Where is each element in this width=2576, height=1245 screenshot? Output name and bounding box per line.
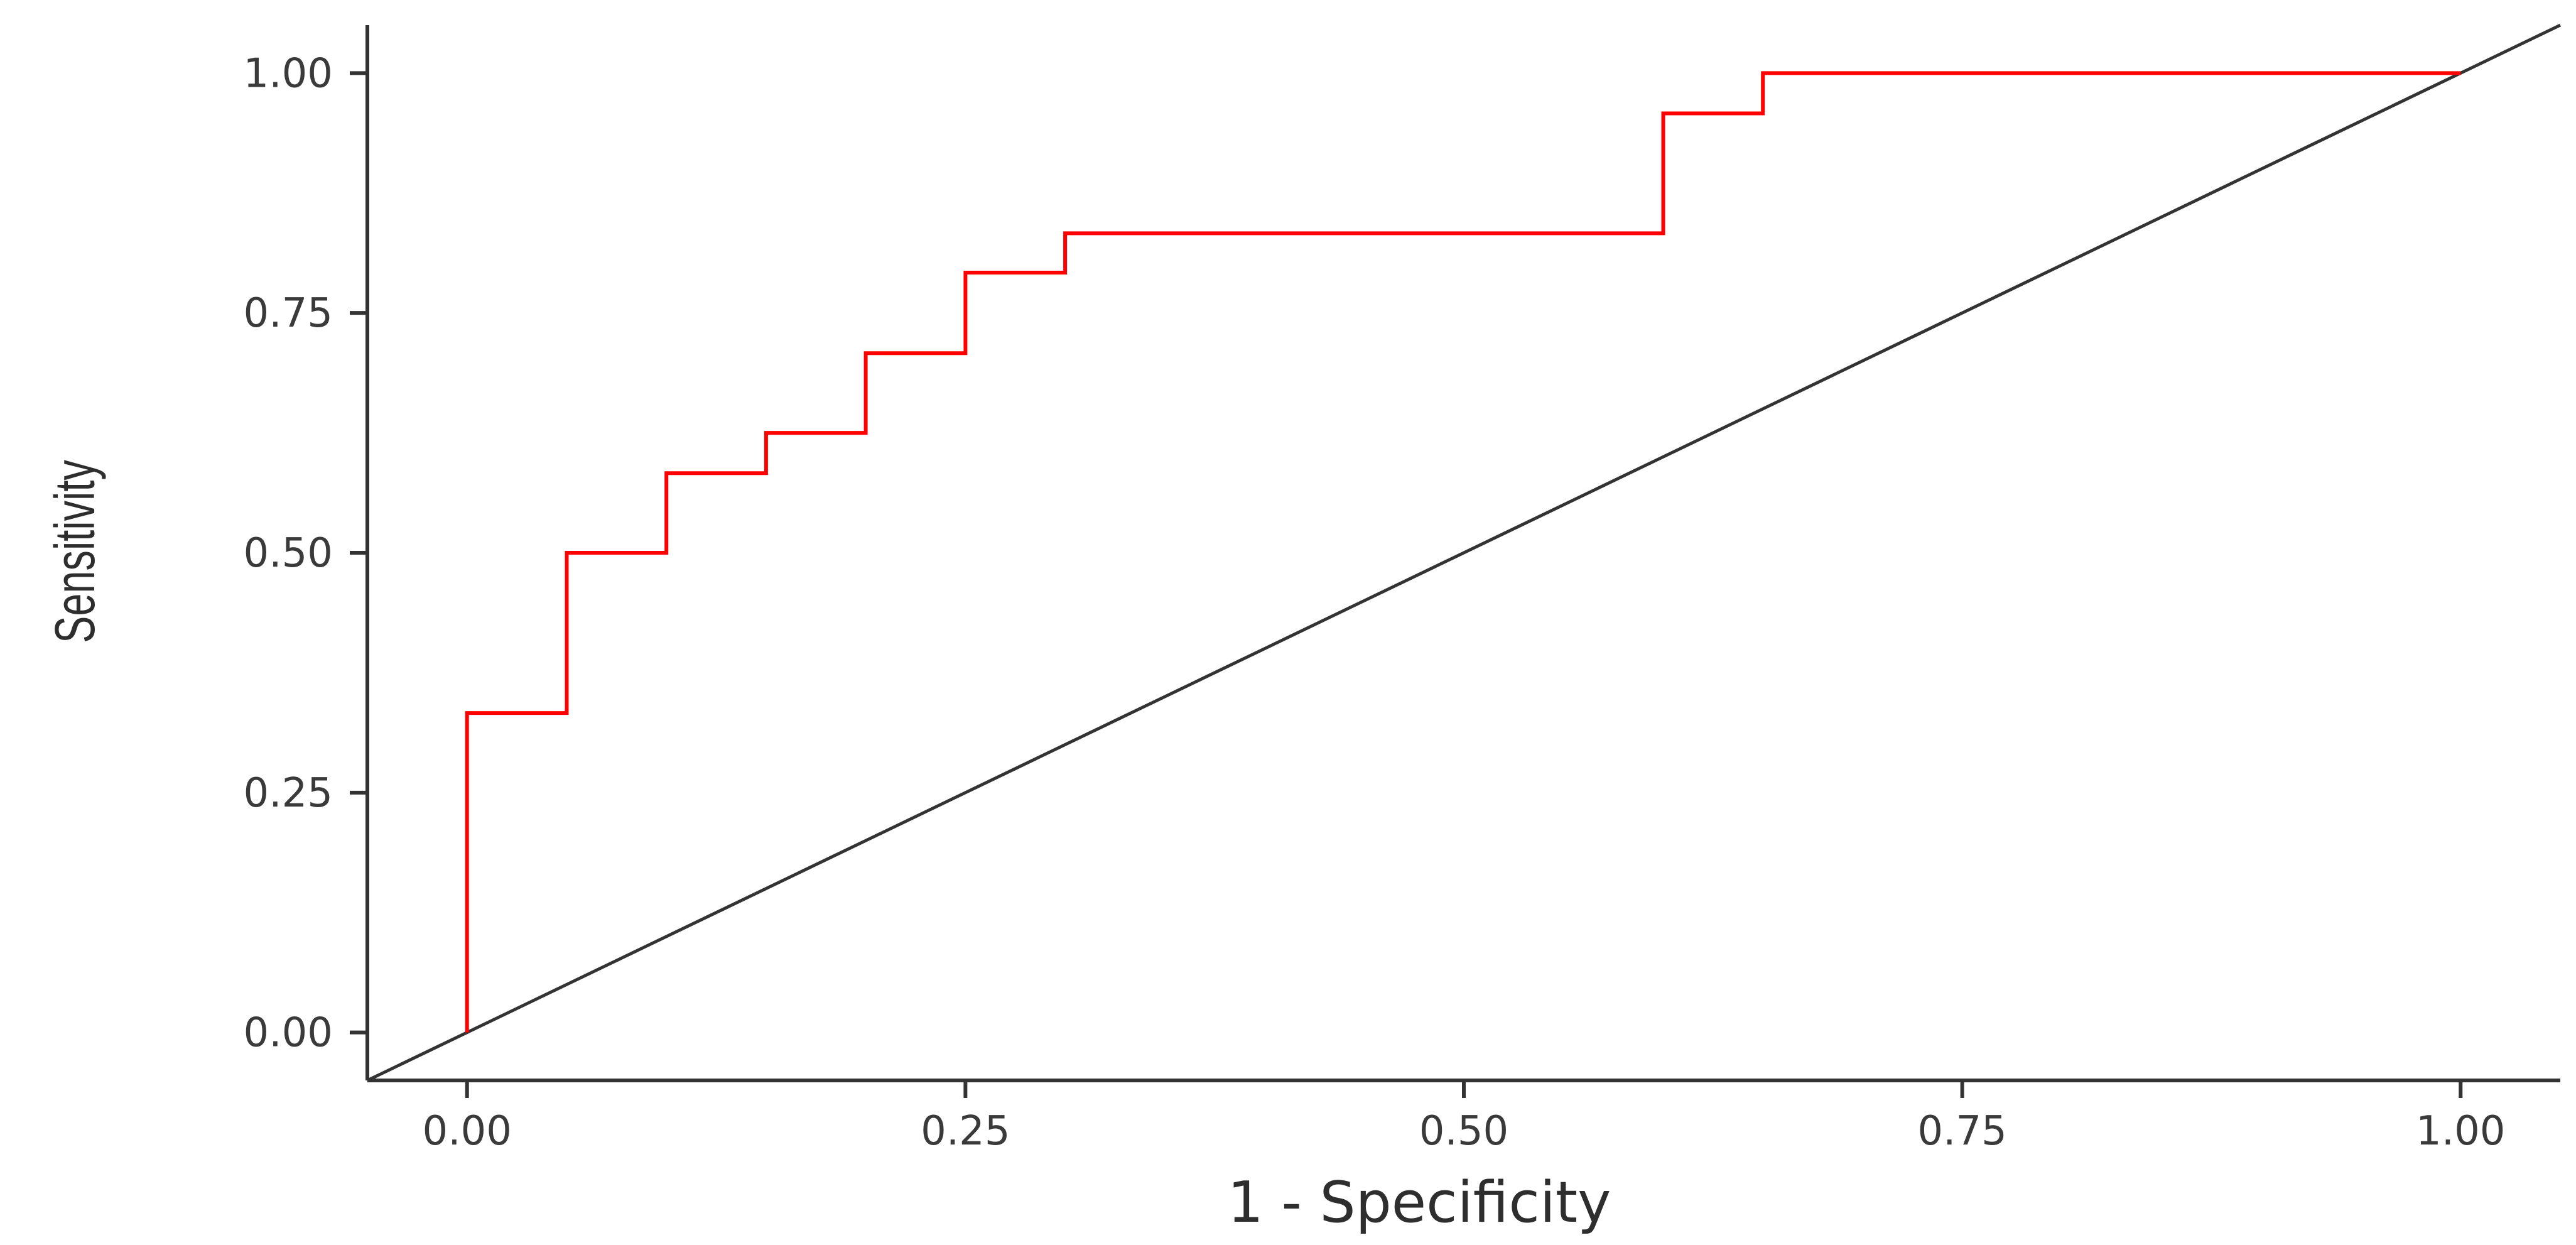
y-tick-label: 0.75 (244, 290, 333, 337)
y-axis-title: Sensitivity (43, 460, 107, 643)
x-tick-label: 1.00 (2416, 1108, 2506, 1155)
x-tick-label: 0.75 (1917, 1108, 2007, 1155)
x-tick-label: 0.25 (921, 1108, 1010, 1155)
y-tick-label: 0.50 (244, 530, 333, 577)
y-tick-label: 0.00 (244, 1010, 333, 1057)
reference-diagonal-line (366, 23, 2562, 1082)
x-axis-ticks: 0.00 0.25 0.50 0.75 1.00 (422, 1080, 2506, 1155)
x-tick-label: 0.00 (422, 1108, 512, 1155)
x-axis-title: 1 - Specificity (1228, 1170, 1611, 1236)
y-tick-label: 1.00 (244, 50, 333, 97)
y-tick-label: 0.25 (244, 770, 333, 817)
y-axis-ticks: 0.00 0.25 0.50 0.75 1.00 (244, 50, 367, 1057)
reference-diagonal-layer (366, 23, 2562, 1082)
roc-curve-line (465, 71, 2461, 1033)
roc-curve-layer (465, 71, 2461, 1033)
x-tick-label: 0.50 (1419, 1108, 1509, 1155)
